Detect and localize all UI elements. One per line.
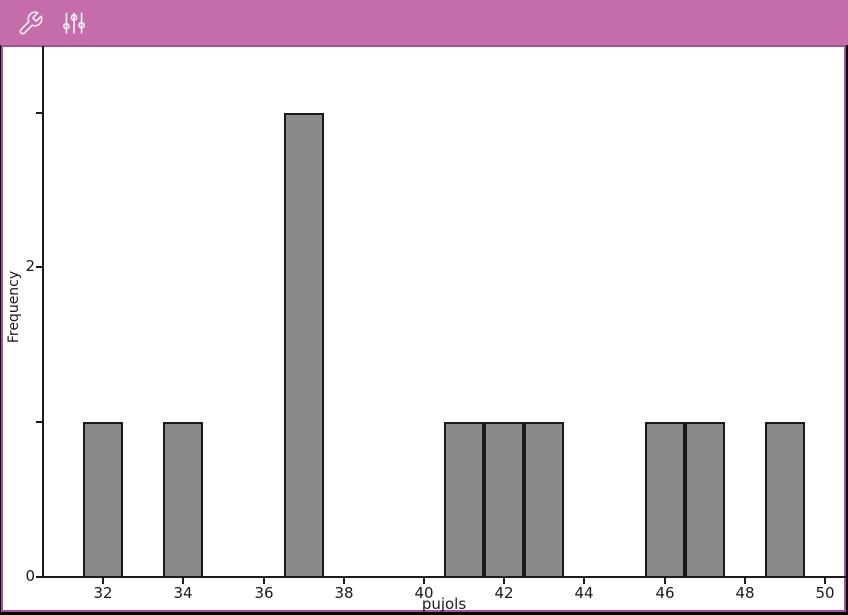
histogram-bar[interactable] — [685, 422, 725, 578]
x-tick-label: 34 — [173, 584, 193, 602]
y-axis — [42, 46, 44, 577]
x-tick-mark — [343, 578, 345, 584]
histogram-bar[interactable] — [163, 422, 203, 578]
y-tick-label: 2 — [25, 257, 35, 275]
x-axis-title: pujols — [421, 595, 467, 613]
histogram-bar[interactable] — [484, 422, 524, 578]
y-tick-label: 0 — [25, 567, 35, 585]
x-tick-mark — [664, 578, 666, 584]
y-tick-mark — [36, 576, 43, 578]
x-tick-label: 48 — [735, 584, 755, 602]
histogram-bar[interactable] — [444, 422, 484, 578]
x-tick-label: 50 — [815, 584, 835, 602]
x-tick-mark — [423, 578, 425, 584]
x-tick-mark — [583, 578, 585, 584]
x-tick-label: 40 — [414, 584, 434, 602]
x-tick-mark — [824, 578, 826, 584]
sliders-icon — [63, 12, 85, 34]
histogram-bar[interactable] — [524, 422, 564, 578]
wrench-icon — [19, 10, 43, 34]
x-tick-label: 36 — [254, 584, 274, 602]
x-tick-label: 46 — [655, 584, 675, 602]
histogram-bar[interactable] — [83, 422, 123, 578]
toolbar — [0, 0, 848, 45]
x-tick-label: 32 — [93, 584, 113, 602]
y-tick-mark — [36, 421, 43, 423]
y-axis-title: Frequency — [6, 270, 22, 344]
histogram-bar[interactable] — [765, 422, 805, 578]
x-tick-mark — [263, 578, 265, 584]
tools-button[interactable] — [12, 5, 48, 41]
x-tick-label: 38 — [334, 584, 354, 602]
x-tick-label: 42 — [494, 584, 514, 602]
x-tick-mark — [102, 578, 104, 584]
x-tick-label: 44 — [574, 584, 594, 602]
y-tick-mark — [36, 112, 43, 114]
x-tick-mark — [182, 578, 184, 584]
histogram-bar[interactable] — [284, 113, 324, 578]
x-tick-mark — [503, 578, 505, 584]
histogram-bar[interactable] — [645, 422, 685, 578]
plot-settings-button[interactable] — [56, 5, 92, 41]
y-tick-mark — [36, 266, 43, 268]
x-tick-mark — [744, 578, 746, 584]
